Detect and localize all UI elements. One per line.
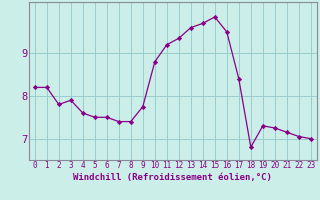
X-axis label: Windchill (Refroidissement éolien,°C): Windchill (Refroidissement éolien,°C) <box>73 173 272 182</box>
